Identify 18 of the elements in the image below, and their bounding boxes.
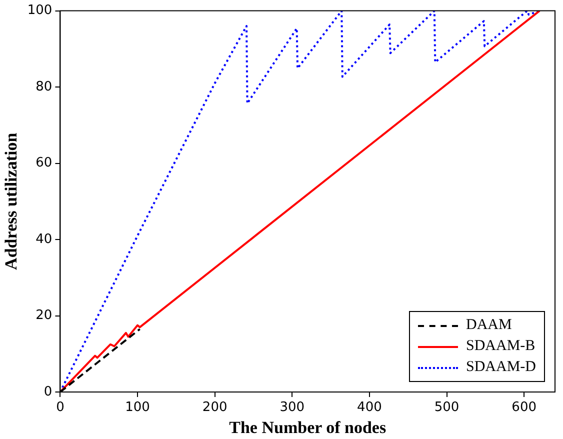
y-tick-label: 100: [27, 3, 52, 18]
y-axis-title: Address utilization: [2, 132, 21, 270]
x-tick-label: 600: [512, 400, 536, 416]
x-tick-label: 300: [280, 400, 305, 416]
legend-label: DAAM: [466, 317, 512, 334]
legend-label: SDAAM-D: [466, 359, 536, 376]
legend-label: SDAAM-B: [466, 338, 536, 355]
x-tick-label: 400: [357, 400, 382, 416]
y-tick-label: 60: [36, 156, 52, 171]
y-tick-label: 40: [36, 232, 52, 247]
x-tick-label: 500: [434, 400, 460, 416]
y-tick-label: 0: [44, 384, 52, 400]
x-tick-label: 100: [125, 400, 150, 416]
x-axis-title: The Number of nodes: [229, 418, 386, 438]
x-tick-label: 0: [56, 400, 64, 416]
y-tick-label: 20: [36, 308, 52, 324]
y-tick-label: 80: [36, 79, 52, 94]
x-tick-label: 200: [202, 400, 228, 416]
